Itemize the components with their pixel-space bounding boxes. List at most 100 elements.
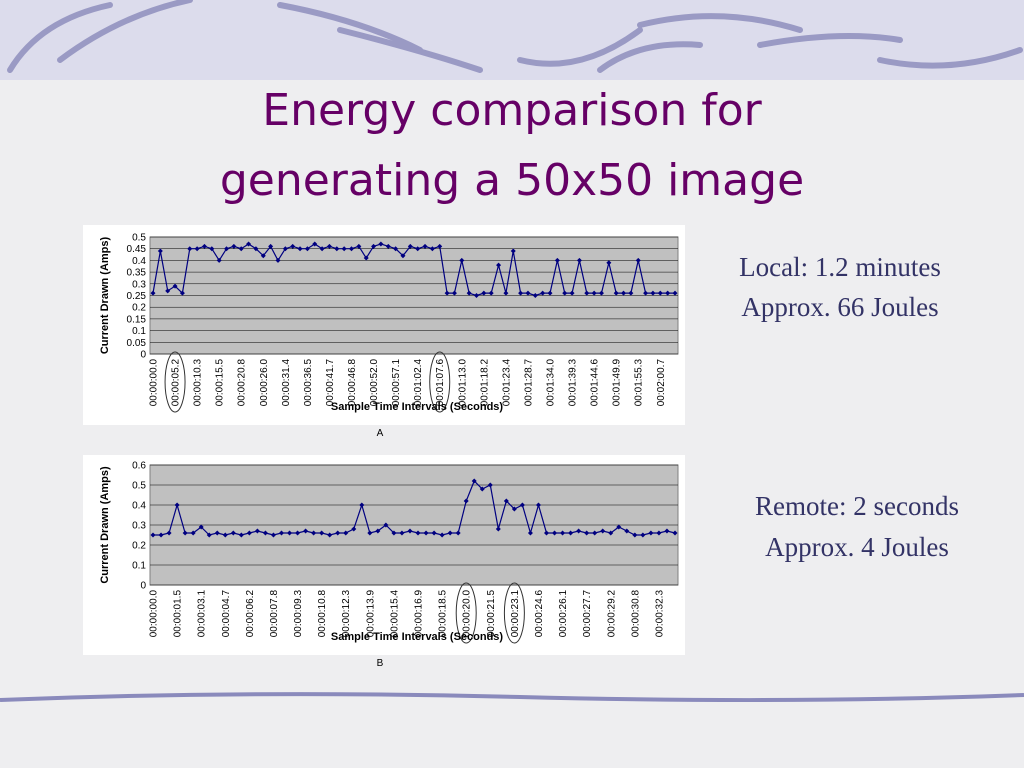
marker [287, 530, 293, 536]
marker [568, 530, 574, 536]
marker [473, 293, 479, 298]
marker [172, 283, 178, 289]
marker [488, 290, 494, 296]
x-tick-label: 00:00:09.3 [293, 590, 304, 638]
marker [393, 246, 399, 252]
note: Local: 1.2 minutes [739, 252, 941, 282]
marker [371, 243, 377, 249]
marker [367, 530, 373, 536]
marker [591, 290, 597, 296]
y-tick-label: 0.2 [132, 541, 146, 552]
marker [466, 290, 472, 296]
marker [224, 246, 230, 252]
marker [356, 243, 362, 249]
marker [275, 257, 281, 263]
x-tick-label: 00:01:49.9 [612, 359, 623, 407]
x-tick-label: 00:01:07.6 [435, 359, 446, 407]
marker [238, 246, 244, 252]
y-tick-label: 0.3 [132, 279, 146, 290]
x-tick-label: 00:00:18.5 [438, 590, 449, 638]
marker [297, 246, 303, 252]
marker [518, 290, 524, 296]
marker [437, 243, 443, 249]
marker [222, 532, 228, 538]
x-tick-label: 00:00:24.6 [534, 590, 545, 638]
marker [576, 257, 582, 263]
x-tick-label: 00:01:13.0 [457, 359, 468, 407]
marker [304, 246, 310, 252]
highlight-ring [455, 582, 477, 644]
x-tick-label: 00:00:10.3 [193, 359, 204, 407]
y-tick-label: 0.2 [132, 303, 146, 314]
marker [326, 243, 332, 249]
x-tick-label: 00:00:15.4 [389, 590, 400, 638]
y-axis-label: Current Drawn (Amps) [99, 466, 111, 584]
marker [335, 530, 341, 536]
marker [150, 290, 156, 296]
y-axis-label: Current Drawn (Amps) [99, 236, 111, 354]
x-tick-label: 00:00:15.5 [215, 359, 226, 407]
x-tick-label: 00:00:57.1 [391, 359, 402, 407]
marker [535, 502, 541, 508]
divider [0, 692, 1024, 703]
marker [383, 522, 389, 528]
x-tick-label: 00:00:20.8 [237, 359, 248, 407]
marker [479, 486, 485, 492]
marker [608, 530, 614, 536]
note: Approx. 4 Joules [765, 532, 949, 562]
marker [628, 290, 634, 296]
x-tick-label: 00:00:26.1 [558, 590, 569, 638]
x-tick-label: 00:00:06.2 [245, 590, 256, 638]
y-tick-label: 0.15 [127, 314, 147, 325]
marker [385, 243, 391, 249]
marker [656, 530, 662, 536]
marker [158, 532, 164, 538]
x-axis-label: Sample Time Intervals (Seconds) [331, 631, 504, 643]
marker [327, 532, 333, 538]
marker [431, 530, 437, 536]
x-tick-label: 00:00:46.8 [347, 359, 358, 407]
y-tick-label: 0.5 [132, 481, 146, 492]
marker [613, 290, 619, 296]
marker [562, 290, 568, 296]
x-tick-label: 00:01:44.6 [590, 359, 601, 407]
x-tick-label: 00:00:01.5 [173, 590, 184, 638]
marker [584, 290, 590, 296]
marker [635, 257, 641, 263]
marker [422, 243, 428, 249]
x-tick-label: 00:00:30.8 [630, 590, 641, 638]
x-axis-label: Sample Time Intervals (Seconds) [331, 401, 504, 413]
marker [554, 257, 560, 263]
slide-title: generating a 50x50 image [220, 155, 804, 206]
x-tick-label: 00:00:00.0 [149, 359, 160, 407]
x-tick-label: 00:00:26.0 [259, 359, 270, 407]
y-tick-label: 0.1 [132, 326, 146, 337]
x-tick-label: 00:00:13.9 [365, 590, 376, 638]
marker [463, 498, 469, 504]
marker [415, 530, 421, 536]
marker [260, 253, 266, 259]
marker [487, 482, 493, 488]
marker [650, 290, 656, 296]
marker [544, 530, 550, 536]
marker [511, 506, 517, 512]
marker [246, 530, 252, 536]
x-tick-label: 00:00:31.4 [281, 359, 292, 407]
marker [231, 243, 237, 249]
y-tick-label: 0.4 [132, 256, 146, 267]
marker [179, 290, 185, 296]
marker [341, 246, 347, 252]
marker [230, 530, 236, 536]
marker [621, 290, 627, 296]
chart-caption: B [377, 658, 384, 669]
x-tick-label: 00:01:28.7 [523, 359, 534, 407]
marker [343, 530, 349, 536]
marker [378, 241, 384, 247]
marker [616, 524, 622, 530]
marker [510, 248, 516, 254]
marker [519, 502, 525, 508]
highlight-ring [164, 351, 186, 413]
marker [569, 290, 575, 296]
marker [399, 530, 405, 536]
